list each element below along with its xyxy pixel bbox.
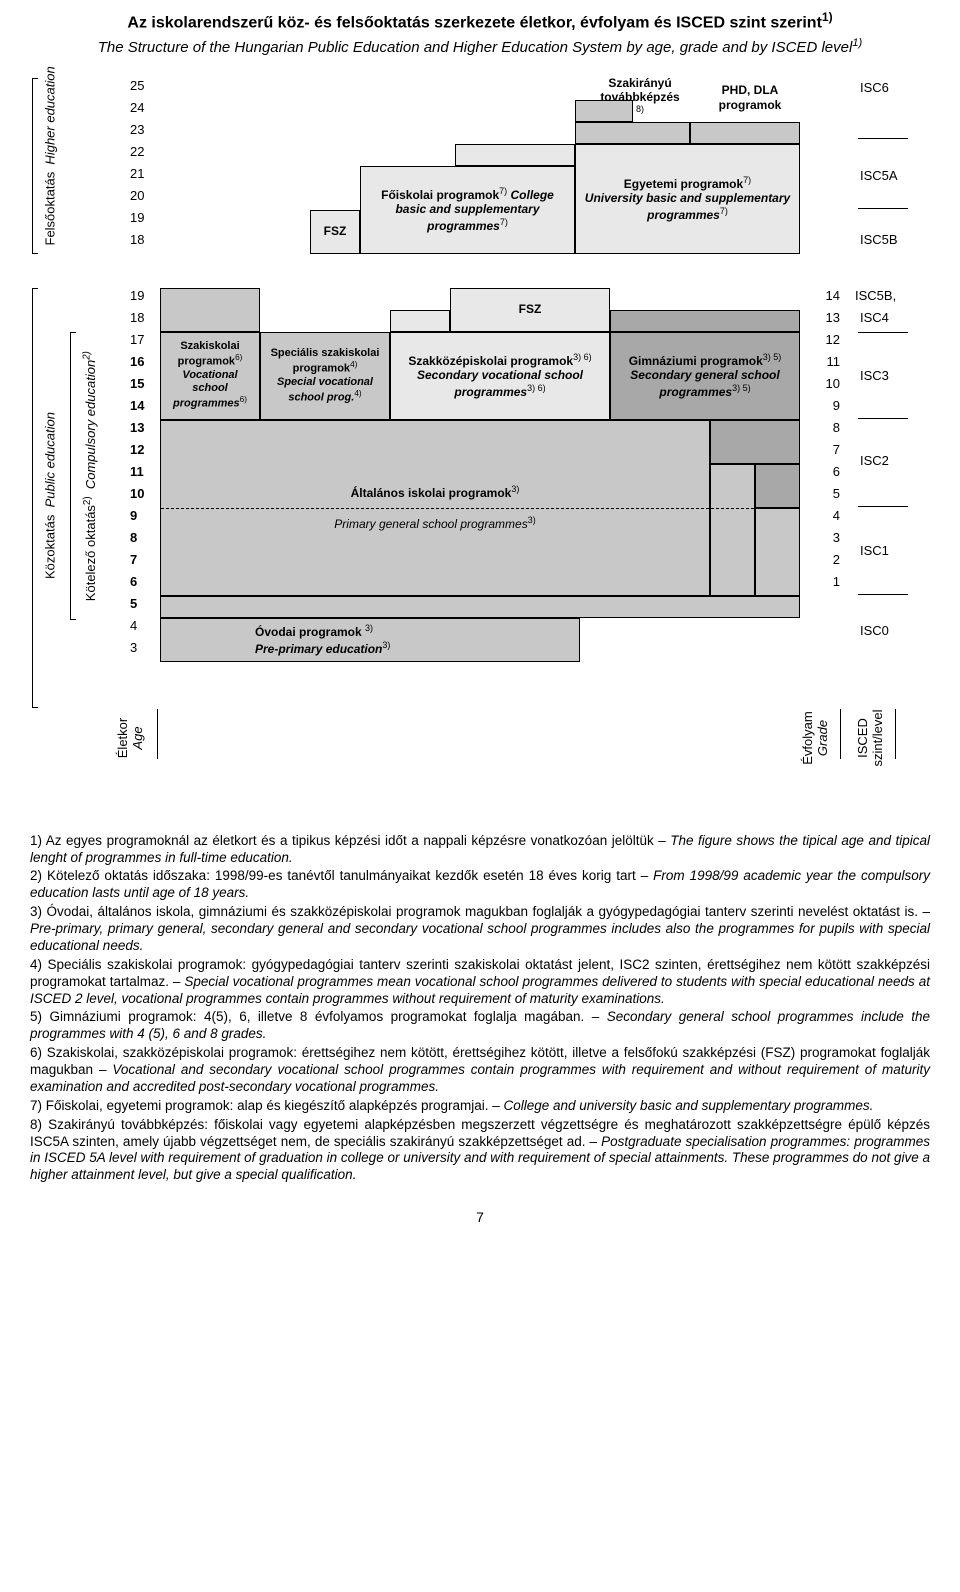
isced-line6	[858, 594, 908, 595]
box-altalanos-ext2	[755, 508, 800, 596]
grade-6: 6	[810, 464, 840, 479]
box-gimn-step1	[710, 420, 800, 464]
grade-10: 10	[810, 376, 840, 391]
grade-8: 8	[810, 420, 840, 435]
box-szakkozep: Szakközépiskolai programok3) 6) Secondar…	[390, 332, 610, 420]
isced-5b: ISC5B	[860, 232, 920, 247]
age-24: 24	[130, 100, 170, 115]
box-foiskolai: Főiskolai programok7) College basic and …	[360, 166, 575, 254]
isced-5a: ISC5A	[860, 168, 920, 183]
box-egyetemi: Egyetemi programok7) University basic an…	[575, 144, 800, 254]
box-gimn-step2	[755, 464, 800, 508]
box-gimn-upper	[610, 310, 800, 332]
age-22: 22	[130, 144, 170, 159]
footnote-2: 2) Kötelező oktatás időszaka: 1998/99-es…	[30, 868, 930, 902]
bracket-public	[32, 288, 38, 708]
isced-5b2: ISC5B,	[855, 288, 915, 303]
axis-tick-age	[157, 709, 158, 759]
footnote-7: 7) Főiskolai, egyetemi programok: alap é…	[30, 1098, 930, 1115]
isced-0: ISC0	[860, 623, 920, 638]
box-szakiskolai-top	[160, 288, 260, 332]
title-subtitle: The Structure of the Hungarian Public Ed…	[30, 36, 930, 58]
axis-age: ÉletkorAge	[115, 698, 145, 778]
axis-grade: ÉvfolyamGrade	[800, 693, 830, 783]
bracket-higher	[32, 78, 38, 254]
grade-1: 1	[810, 574, 840, 589]
grade-2: 2	[810, 552, 840, 567]
grade-5: 5	[810, 486, 840, 501]
box-foiskolai-top	[455, 144, 575, 166]
grade-13: 13	[810, 310, 840, 325]
footnote-4: 4) Speciális szakiskolai programok: gyóg…	[30, 957, 930, 1008]
isced-2: ISC2	[860, 453, 920, 468]
grade-3: 3	[810, 530, 840, 545]
box-szakiskolai: Szakiskolai programok6) Vocational schoo…	[160, 332, 260, 420]
footnotes: 1) Az egyes programoknál az életkort és …	[30, 833, 930, 1185]
isced-line3	[858, 332, 908, 333]
grade-7: 7	[810, 442, 840, 457]
isced-line1	[858, 138, 908, 139]
label-compulsory-edu: Kötelező oktatás2) Compulsory education2…	[82, 346, 98, 606]
isced-6: ISC6	[860, 80, 920, 95]
box-phd-shape	[690, 122, 800, 144]
title-block: Az iskolarendszerű köz- és felsőoktatás …	[30, 10, 930, 58]
box-ovodai-top	[160, 596, 800, 618]
box-fsz2-ext	[390, 310, 450, 332]
box-szakiranyu	[575, 122, 690, 144]
education-structure-diagram: Felsőoktatás Higher education Közoktatás…	[30, 78, 930, 818]
isced-line2	[858, 208, 908, 209]
axis-tick-grade	[840, 709, 841, 759]
footnote-8: 8) Szakirányú továbbképzés: főiskolai va…	[30, 1117, 930, 1185]
grade-11: 11	[810, 354, 840, 369]
grade-14: 14	[810, 288, 840, 303]
label-szakiranyu: Szakirányú továbbképzés8)	[585, 76, 695, 121]
primary-dashed-divider	[161, 508, 799, 509]
page-number: 7	[30, 1209, 930, 1225]
box-phd: PHD, DLA programok	[700, 73, 800, 123]
box-fsz2: FSZ	[450, 288, 610, 332]
footnote-6: 6) Szakiskolai, szakközépiskolai program…	[30, 1045, 930, 1096]
box-ovodai: Óvodai programok 3) Pre-primary educatio…	[160, 618, 580, 662]
box-altalanos-ext1	[710, 464, 755, 596]
box-fsz-higher: FSZ	[310, 210, 360, 254]
box-gimnaziumi: Gimnáziumi programok3) 5) Secondary gene…	[610, 332, 800, 420]
bracket-compulsory	[70, 332, 76, 620]
isced-1: ISC1	[860, 543, 920, 558]
footnote-1: 1) Az egyes programoknál az életkort és …	[30, 833, 930, 867]
isced-line4	[858, 418, 908, 419]
age-21: 21	[130, 166, 170, 181]
isced-line5	[858, 506, 908, 507]
axis-tick-isced	[895, 709, 896, 759]
age-25: 25	[130, 78, 170, 93]
footnote-3: 3) Óvodai, általános iskola, gimnáziumi …	[30, 904, 930, 955]
grade-4: 4	[810, 508, 840, 523]
box-specialis: Speciális szakiskolai programok4) Specia…	[260, 332, 390, 420]
isced-4: ISC4	[860, 310, 920, 325]
age-20: 20	[130, 188, 170, 203]
title-main: Az iskolarendszerű köz- és felsőoktatás …	[30, 10, 930, 34]
isced-3: ISC3	[860, 368, 920, 383]
age-23: 23	[130, 122, 170, 137]
footnote-5: 5) Gimnáziumi programok: 4(5), 6, illetv…	[30, 1009, 930, 1043]
label-public-edu: Közoktatás Public education	[43, 395, 58, 595]
grade-9: 9	[810, 398, 840, 413]
age-18: 18	[130, 232, 170, 247]
label-higher-edu: Felsőoktatás Higher education	[43, 85, 58, 245]
axis-isced: ISCEDszint/level	[855, 693, 885, 783]
age-19: 19	[130, 210, 170, 225]
grade-12: 12	[810, 332, 840, 347]
